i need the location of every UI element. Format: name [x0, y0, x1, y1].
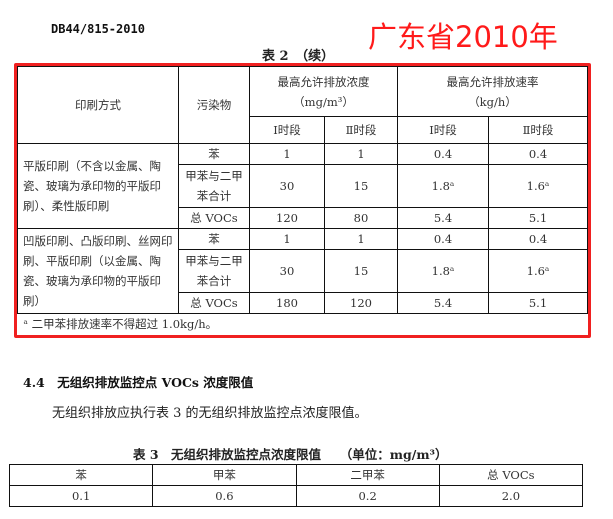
header-period: Ⅱ时段	[324, 116, 398, 144]
value-cell: 0.6	[152, 485, 297, 507]
value-cell: 30	[249, 164, 325, 208]
value-cell: 1.6ᵃ	[488, 164, 588, 208]
rate-unit: （kg/h）	[468, 94, 517, 109]
header-method: 印刷方式	[17, 66, 179, 144]
header-rate: 最高允许排放速率 （kg/h）	[397, 66, 588, 117]
table-row: 甲苯与二甲苯合计 30 15 1.8ᵃ 1.6ᵃ	[18, 249, 588, 293]
table-row: 总 VOCs 180 120 5.4 5.1	[18, 292, 588, 314]
header-cell: 二甲苯	[295, 464, 440, 486]
value-cell: 5.4	[397, 292, 489, 314]
table2-caption: 表 2 （续）	[262, 49, 335, 64]
value-cell: 0.4	[397, 228, 489, 250]
value-cell: 0.4	[488, 143, 588, 165]
table-row: 平版印刷（不含以金属、陶瓷、玻璃为承印物的平版印刷）、柔性版印刷苯 1 1 0.4 0.…	[17, 143, 588, 229]
table3: 苯甲苯 二甲苯总 VOCs 0.1 0.6 0.2 2.0	[8, 464, 584, 507]
value-cell: 180	[249, 292, 325, 314]
table3-caption: 表 3 无组织排放监控点浓度限值 （单位：mg/m³）	[133, 447, 448, 462]
pollutant-cell: 甲苯与二甲苯合计	[178, 249, 250, 293]
value-cell: 15	[324, 164, 398, 208]
section-heading: 4.4 无组织排放监控点 VOCs 浓度限值	[23, 375, 254, 390]
header-cell: 总 VOCs	[438, 464, 584, 486]
table2: 印刷方式 污染物 最高允许排放浓度 （mg/m³） 最高允许排放速率 （kg/h） …	[17, 66, 588, 334]
pollutant-cell: 甲苯与二甲苯合计	[178, 164, 250, 208]
value-cell: 30	[249, 249, 325, 293]
header-period: Ⅰ时段	[397, 116, 489, 144]
header-cell: 甲苯	[152, 464, 297, 486]
value-cell: 5.1	[488, 292, 588, 314]
highlight-box	[14, 63, 591, 338]
value-cell: 0.1	[8, 485, 154, 507]
section-paragraph: 无组织排放应执行表 3 的无组织排放监控点浓度限值。	[52, 406, 368, 421]
table-row: 总 VOCs 120 80 5.4 5.1	[18, 207, 588, 229]
footnote: ᵃ 二甲苯排放速率不得超过 1.0kg/h。	[17, 313, 588, 334]
header-period: Ⅰ时段	[249, 116, 325, 144]
table-row: 甲苯与二甲苯合计 30 15 1.8ᵃ 1.6ᵃ	[18, 164, 588, 208]
header-period: Ⅱ时段	[488, 116, 588, 144]
header-cell: 苯	[8, 464, 154, 486]
value-cell: 5.1	[488, 207, 588, 229]
value-cell: 0.2	[295, 485, 440, 507]
value-cell: 120	[324, 292, 398, 314]
value-cell: 1.6ᵃ	[488, 249, 588, 293]
value-cell: 2.0	[438, 485, 584, 507]
printing-method: 凹版印刷、凸版印刷、丝网印刷、平版印刷（以金属、陶瓷、玻璃为承印物的平版印刷）	[17, 228, 179, 314]
printing-method: 平版印刷（不含以金属、陶瓷、玻璃为承印物的平版印刷）、柔性版印刷	[17, 143, 179, 229]
conc-label: 最高允许排放浓度	[277, 74, 370, 89]
rate-label: 最高允许排放速率	[446, 74, 539, 89]
header-pollutant: 污染物	[178, 66, 250, 144]
province-year-annotation: 广东省2010年	[368, 20, 558, 54]
conc-unit: （mg/m³）	[293, 94, 354, 109]
document-id: DB44/815-2010	[51, 22, 145, 36]
table-row: 凹版印刷、凸版印刷、丝网印刷、平版印刷（以金属、陶瓷、玻璃为承印物的平版印刷）苯…	[17, 228, 588, 314]
